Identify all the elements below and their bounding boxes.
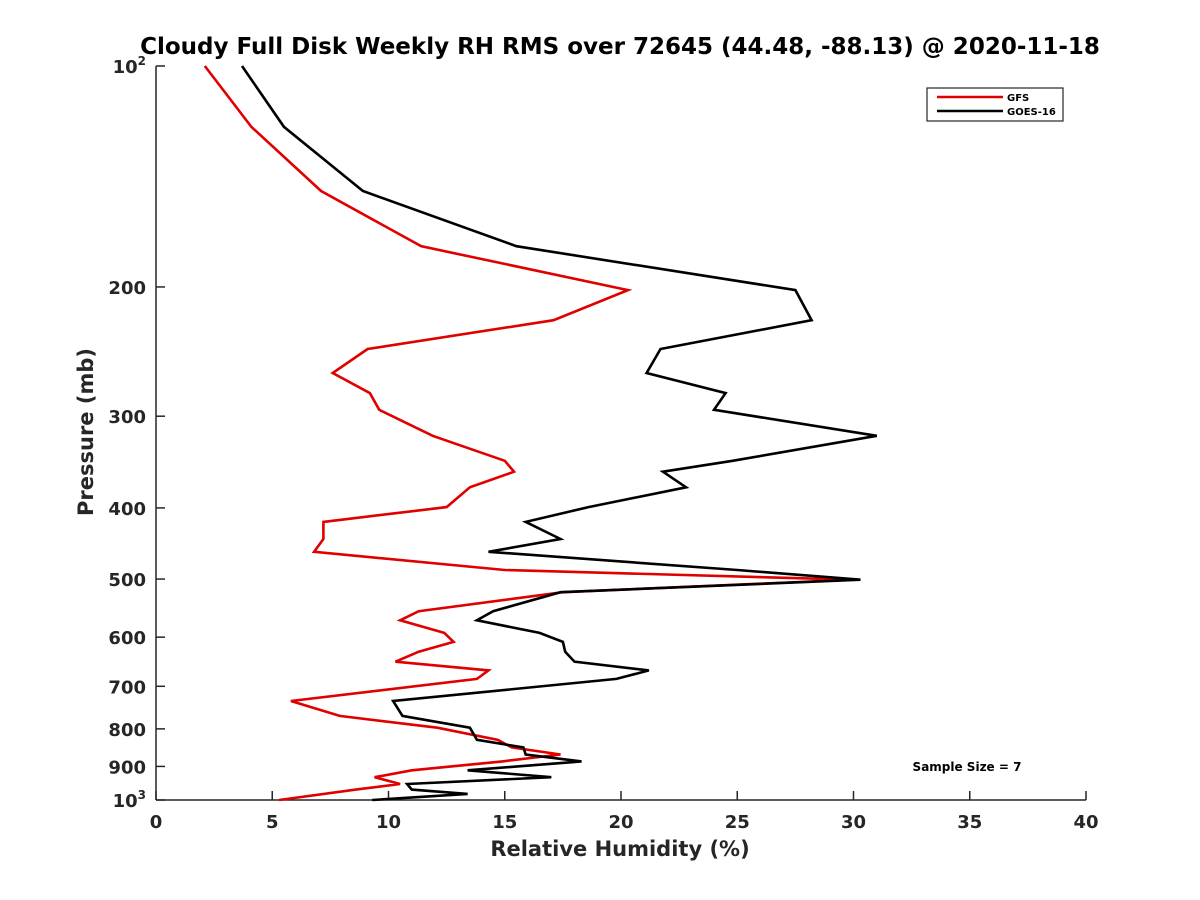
series-line-gfs [203, 65, 854, 802]
x-axis-ticks: 0 5 10 15 20 25 30 35 40 [150, 791, 1099, 833]
x-tick-label: 40 [1073, 812, 1098, 833]
y-tick-label: 600 [108, 628, 146, 649]
legend-entry-label: GOES-16 [1007, 107, 1056, 118]
chart-title: Cloudy Full Disk Weekly RH RMS over 7264… [140, 34, 1100, 60]
x-tick-label: 35 [957, 812, 982, 833]
y-tick-label: 700 [108, 677, 146, 698]
series-line-goes-16 [240, 65, 878, 802]
legend-box [926, 87, 1064, 122]
series-lines [203, 65, 878, 802]
y-tick-label: 200 [108, 278, 146, 299]
legend: GFS GOES-16 [926, 87, 1064, 122]
y-tick-label: 103 [113, 788, 146, 812]
x-tick-label: 5 [266, 812, 279, 833]
x-axis-label: Relative Humidity (%) [490, 837, 749, 861]
x-tick-label: 20 [608, 812, 633, 833]
x-tick-label: 0 [150, 812, 163, 833]
y-tick-label: 900 [108, 757, 146, 778]
y-axis-label: Pressure (mb) [74, 348, 98, 516]
y-tick-label: 500 [108, 570, 146, 591]
sample-size-annotation: Sample Size = 7 [913, 760, 1022, 774]
x-tick-label: 10 [376, 812, 401, 833]
y-tick-label: 300 [108, 407, 146, 428]
legend-entry-label: GFS [1007, 93, 1029, 104]
x-tick-label: 25 [725, 812, 750, 833]
x-tick-label: 30 [841, 812, 866, 833]
y-axis-ticks: 102 200 300 400 500 600 700 800 900 103 [108, 54, 165, 812]
x-tick-label: 15 [492, 812, 517, 833]
plot-frame [155, 66, 1086, 801]
y-tick-label: 400 [108, 499, 146, 520]
y-tick-label: 800 [108, 720, 146, 741]
y-tick-label: 102 [113, 54, 146, 78]
